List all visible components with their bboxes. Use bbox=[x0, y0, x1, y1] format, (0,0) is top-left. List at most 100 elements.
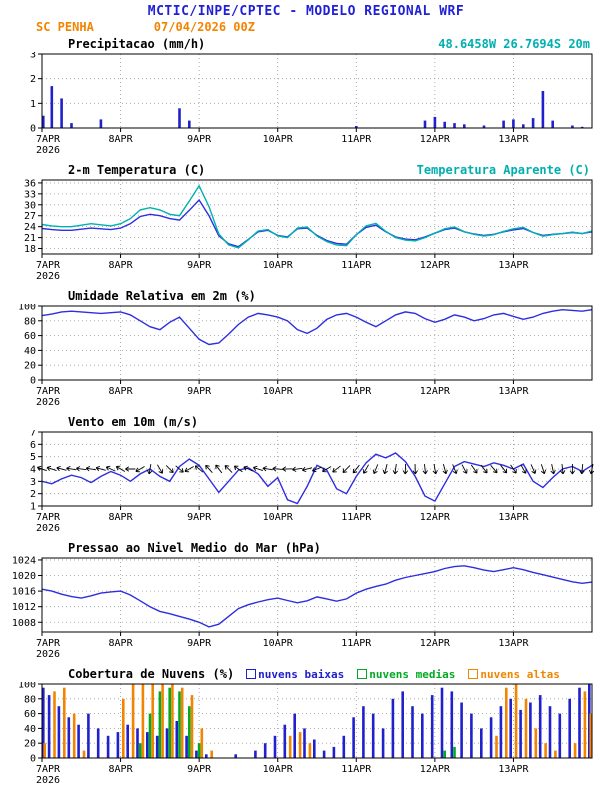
temp-title-row: 2-m Temperatura (C) Temperatura Aparente… bbox=[0, 162, 612, 178]
bar-nuvens baixas bbox=[303, 728, 306, 758]
y-axis-tick-label: 1008 bbox=[12, 618, 36, 629]
bar-nuvens baixas bbox=[322, 750, 326, 758]
wind-arrow bbox=[252, 465, 263, 471]
wind-arrow bbox=[442, 464, 448, 475]
y-axis-tick-label: 3 bbox=[30, 52, 36, 61]
legend-box-altas bbox=[468, 669, 479, 679]
x-axis-tick-label: 7APR bbox=[36, 386, 61, 397]
y-axis-tick-label: 33 bbox=[24, 189, 36, 200]
legend-box-baixas bbox=[246, 669, 257, 679]
bar-precipitacao bbox=[70, 123, 73, 128]
x-axis-tick-label: 12APR bbox=[420, 512, 451, 523]
wind-arrow bbox=[579, 463, 585, 475]
wind-arrow bbox=[342, 465, 351, 473]
wind-arrow bbox=[282, 466, 293, 472]
panel-clouds: Cobertura de Nuvens (%) nuvens baixas nu… bbox=[0, 666, 612, 792]
x-axis-tick-label: 9APR bbox=[187, 386, 212, 397]
bar-nuvens baixas bbox=[263, 743, 267, 758]
bar-precipitacao bbox=[571, 125, 574, 128]
y-axis-tick-label: 3 bbox=[30, 477, 36, 488]
x-axis-tick-label: 10APR bbox=[263, 386, 294, 397]
wind-title-row: Vento em 10m (m/s) bbox=[0, 414, 612, 430]
wind-arrow bbox=[540, 464, 547, 475]
x-axis-tick-label: 9APR bbox=[187, 764, 212, 775]
x-axis-tick-label: 10APR bbox=[263, 512, 294, 523]
bar-nuvens altas bbox=[171, 684, 174, 758]
wind-arrow bbox=[165, 465, 174, 473]
bar-nuvens altas bbox=[524, 698, 528, 758]
plot-border bbox=[41, 557, 593, 633]
bar-nuvens baixas bbox=[421, 713, 424, 758]
y-axis-tick-label: 7 bbox=[30, 430, 36, 439]
bar-nuvens baixas bbox=[87, 713, 90, 758]
x-axis-tick-label: 10APR bbox=[263, 134, 294, 145]
x-axis-tick-label: 7APR bbox=[36, 512, 61, 523]
bar-nuvens baixas bbox=[106, 735, 110, 758]
bar-nuvens baixas bbox=[430, 695, 434, 758]
y-axis-tick-label: 80 bbox=[24, 694, 36, 705]
bar-nuvens baixas bbox=[352, 717, 355, 758]
legend-nuvens-baixas: nuvens baixas bbox=[246, 668, 344, 681]
x-axis-year-label: 2026 bbox=[36, 271, 60, 282]
wind-arrow bbox=[135, 466, 145, 473]
y-axis-tick-label: 21 bbox=[24, 233, 36, 244]
wind-arrow bbox=[233, 465, 243, 473]
wind-arrow bbox=[125, 466, 136, 472]
bar-nuvens altas bbox=[298, 732, 302, 758]
y-axis-tick-label: 1016 bbox=[12, 587, 36, 598]
bar-precipitacao bbox=[50, 86, 54, 128]
bar-nuvens baixas bbox=[499, 706, 503, 758]
bar-nuvens baixas bbox=[588, 684, 591, 758]
bar-nuvens baixas bbox=[342, 735, 346, 758]
bar-nuvens baixas bbox=[283, 724, 287, 758]
bar-nuvens altas bbox=[589, 713, 592, 758]
bar-precipitacao bbox=[522, 124, 525, 128]
bar-nuvens altas bbox=[554, 750, 557, 758]
bar-nuvens baixas bbox=[440, 687, 444, 758]
bar-precipitacao bbox=[541, 91, 545, 128]
bar-precipitacao bbox=[355, 126, 358, 128]
wind-arrow bbox=[243, 465, 254, 472]
bar-nuvens medias bbox=[178, 691, 181, 758]
y-axis-tick-label: 1 bbox=[30, 502, 36, 513]
legend-box-medias bbox=[357, 669, 368, 679]
bar-nuvens baixas bbox=[254, 750, 257, 758]
panel-humidity: Umidade Relativa em 2m (%) 0 20 40 60 80 100 7… bbox=[0, 288, 612, 414]
bar-precipitacao bbox=[482, 125, 486, 128]
x-axis-tick-label: 8APR bbox=[109, 764, 134, 775]
x-axis-tick-label: 8APR bbox=[109, 386, 134, 397]
x-axis-tick-label: 7APR bbox=[36, 764, 61, 775]
bar-precipitacao bbox=[463, 124, 466, 128]
wind-arrow bbox=[500, 464, 508, 474]
x-axis-tick-label: 12APR bbox=[420, 260, 451, 271]
bar-nuvens altas bbox=[72, 713, 76, 758]
bar-nuvens baixas bbox=[116, 732, 120, 758]
x-axis-tick-label: 10APR bbox=[263, 764, 294, 775]
bar-nuvens baixas bbox=[450, 691, 454, 758]
bar-nuvens baixas bbox=[529, 702, 532, 758]
station-coordinates: 48.6458W 26.7694S 20m bbox=[438, 37, 590, 51]
x-axis-tick-label: 11APR bbox=[341, 764, 372, 775]
bar-nuvens baixas bbox=[371, 713, 375, 758]
bar-nuvens baixas bbox=[538, 695, 542, 758]
x-axis-tick-label: 10APR bbox=[263, 260, 294, 271]
wind-arrow bbox=[147, 463, 153, 475]
bar-precipitacao bbox=[178, 108, 181, 128]
apparent-temp-label: Temperatura Aparente (C) bbox=[416, 163, 590, 177]
x-axis-tick-label: 8APR bbox=[109, 260, 134, 271]
wind-arrow bbox=[352, 464, 360, 474]
x-axis-tick-label: 8APR bbox=[109, 638, 134, 649]
bar-precipitacao bbox=[423, 120, 427, 128]
wind-arrow bbox=[550, 464, 556, 475]
bar-nuvens baixas bbox=[489, 717, 493, 758]
page-title: MCTIC/INPE/CPTEC - MODELO REGIONAL WRF bbox=[147, 4, 465, 19]
x-axis-tick-label: 7APR bbox=[36, 134, 61, 145]
y-axis-tick-label: 27 bbox=[24, 211, 36, 222]
y-axis-tick-label: 40 bbox=[24, 346, 36, 357]
bar-nuvens baixas bbox=[362, 706, 365, 758]
panel-pressure: Pressao ao Nivel Medio do Mar (hPa) 1008… bbox=[0, 540, 612, 666]
bar-nuvens baixas bbox=[568, 698, 571, 758]
